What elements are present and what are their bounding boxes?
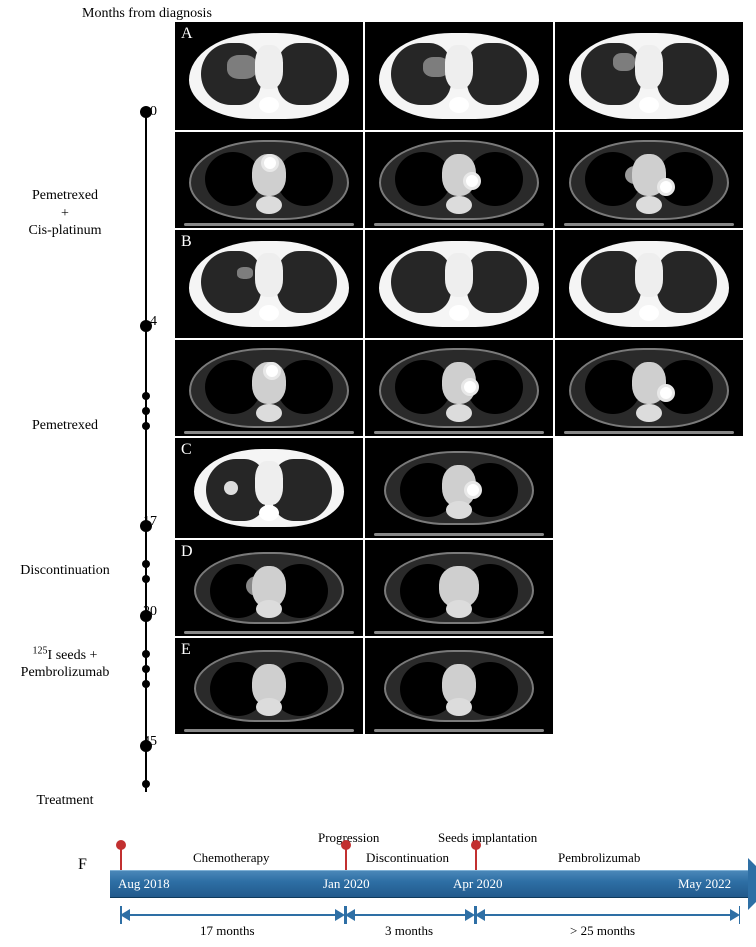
panel-label-d: D	[178, 542, 197, 562]
treat-treatment: Treatment	[0, 792, 130, 810]
dot	[142, 665, 150, 673]
dot	[142, 650, 150, 658]
timeline-axis	[145, 112, 147, 792]
ct-a3	[555, 22, 743, 130]
l: Pemetrexed	[32, 188, 98, 203]
ct-a2	[365, 22, 553, 130]
date-aug2018: Aug 2018	[118, 876, 170, 892]
lbl-17m: 17 months	[200, 923, 255, 939]
date-jan2020: Jan 2020	[323, 876, 370, 892]
dot	[142, 560, 150, 568]
top-seeds: Seeds implantation	[438, 830, 537, 846]
ct-a1	[175, 22, 363, 130]
ct-b1	[175, 230, 363, 338]
pin-aug2018	[120, 848, 122, 872]
l: 125I seeds +	[33, 648, 98, 663]
pin-jan2020	[345, 848, 347, 872]
panel-f: F Progression Seeds implantation Chemoth…	[60, 810, 750, 940]
treat-seeds-pembro: 125I seeds + Pembrolizumab	[0, 645, 130, 682]
ct-d2	[365, 540, 553, 636]
ct-e2	[365, 638, 553, 734]
dot	[142, 422, 150, 430]
panel-label-a: A	[178, 24, 197, 44]
tick-num-45: 45	[143, 734, 157, 750]
row-a-lung: A	[175, 22, 745, 130]
panel-label-f: F	[78, 856, 87, 874]
row-a-soft	[175, 132, 745, 228]
left-timeline: 0 4 17 20 45 Pemetrexed + Cis-platinum P…	[0, 22, 175, 802]
row-d: D	[175, 540, 745, 636]
dot	[142, 392, 150, 400]
ct-a4	[175, 132, 363, 228]
tick-num-20: 20	[143, 604, 157, 620]
row-c: C	[175, 438, 745, 538]
ct-b6	[555, 340, 743, 436]
ct-d1	[175, 540, 363, 636]
treat-discontinue: Discontinuation	[0, 562, 130, 580]
panel-label-e: E	[178, 640, 195, 660]
ct-c1	[175, 438, 363, 538]
date-apr2020: Apr 2020	[453, 876, 502, 892]
row-e: E	[175, 638, 745, 734]
span-25m	[475, 906, 740, 924]
timeline-arrow	[110, 870, 750, 898]
seg-disc: Discontinuation	[366, 850, 449, 866]
lbl-25m: > 25 months	[570, 923, 635, 939]
ct-b3	[555, 230, 743, 338]
row-b-soft	[175, 340, 745, 436]
row-b-lung: B	[175, 230, 745, 338]
lbl-3m: 3 months	[385, 923, 433, 939]
l: Cis-platinum	[28, 223, 101, 238]
ct-c2	[365, 438, 553, 538]
ct-b4	[175, 340, 363, 436]
span-17m	[120, 906, 345, 924]
panel-label-b: B	[178, 232, 196, 252]
pin-apr2020	[475, 848, 477, 872]
ct-grid: A	[175, 22, 745, 736]
dot	[142, 780, 150, 788]
treat-pemetrexed-cis: Pemetrexed + Cis-platinum	[0, 187, 130, 240]
header-months: Months from diagnosis	[82, 6, 212, 22]
ct-e1	[175, 638, 363, 734]
span-3m	[345, 906, 475, 924]
l: Pembrolizumab	[21, 665, 110, 680]
timeline-arrowhead	[748, 858, 756, 910]
seg-pembro: Pembrolizumab	[558, 850, 640, 866]
tick-num-4: 4	[150, 314, 157, 330]
ct-b5	[365, 340, 553, 436]
ct-b2	[365, 230, 553, 338]
dot	[142, 680, 150, 688]
tick-num-17: 17	[143, 514, 157, 530]
panel-label-c: C	[178, 440, 196, 460]
ct-a5	[365, 132, 553, 228]
dot	[142, 407, 150, 415]
ct-a6	[555, 132, 743, 228]
l: +	[61, 206, 69, 221]
treat-pemetrexed: Pemetrexed	[0, 417, 130, 435]
dot	[142, 575, 150, 583]
seg-chemo: Chemotherapy	[193, 850, 270, 866]
date-may2022: May 2022	[678, 876, 731, 892]
tick-num-0: 0	[150, 104, 157, 120]
